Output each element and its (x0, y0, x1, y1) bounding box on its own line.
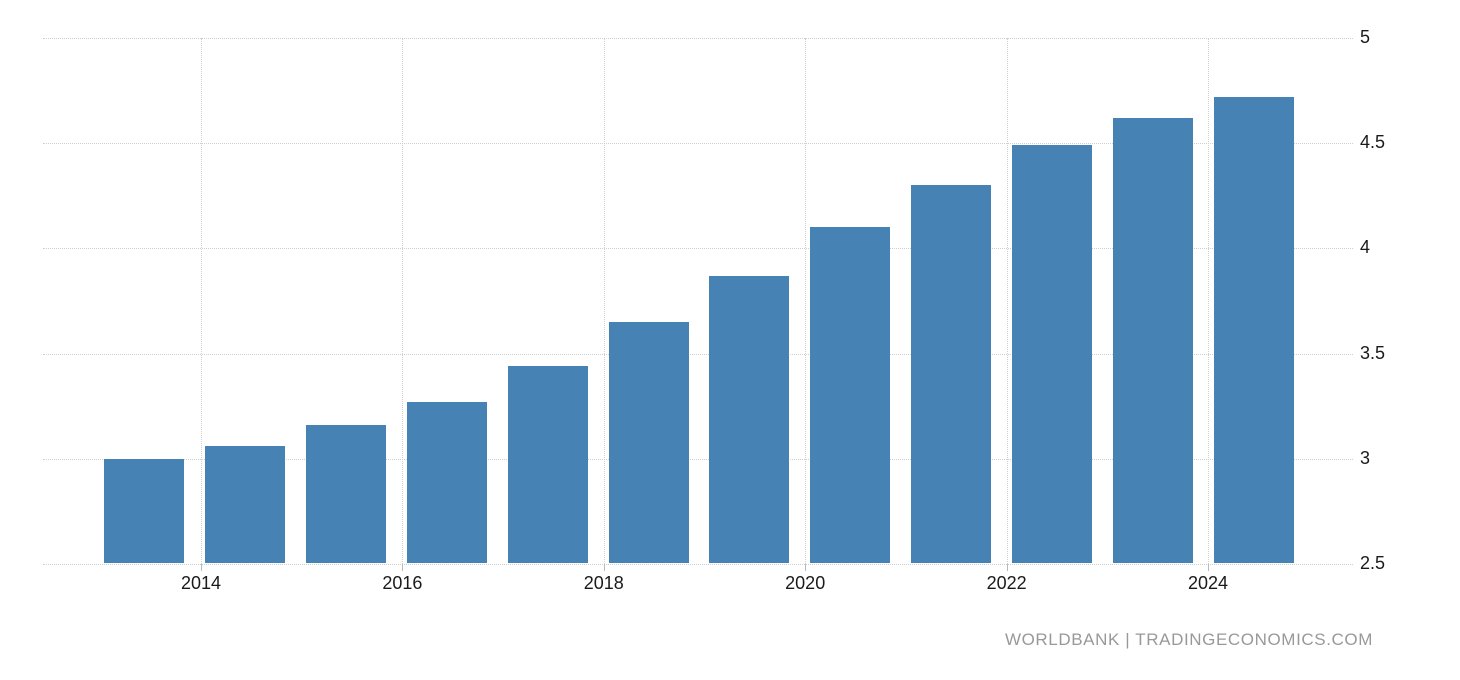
x-axis-tick-mark (402, 564, 404, 571)
gridline-y-3.5 (43, 353, 1353, 355)
x-axis-tick-label: 2014 (180, 573, 222, 593)
x-axis-tick-mark (1208, 564, 1209, 571)
bar-2015[interactable] (305, 425, 386, 563)
y-axis-tick-label: 5 (1360, 27, 1371, 47)
gridline-y-4 (43, 248, 1353, 250)
x-axis-tick-label: 2018 (583, 573, 624, 593)
gridline-x-2014 (201, 38, 202, 564)
gridline-y-2.5 (43, 564, 1353, 565)
x-axis-tick-label: 2024 (1187, 573, 1229, 593)
y-axis-tick-label: 2.5 (1360, 553, 1386, 573)
bar-2017[interactable] (507, 366, 588, 563)
y-axis-tick-label: 4 (1360, 237, 1371, 258)
bar-2020[interactable] (810, 227, 891, 563)
x-axis-tick-label: 2016 (382, 573, 423, 593)
gridline-x-2018 (603, 38, 605, 564)
x-axis-tick-label: 2020 (785, 573, 826, 593)
bar-2018[interactable] (608, 322, 689, 563)
bar-2023[interactable] (1113, 118, 1193, 563)
y-axis-tick-label: 4.5 (1360, 132, 1386, 153)
gridline-y-5 (43, 38, 1353, 39)
bar-2021[interactable] (911, 185, 992, 563)
x-axis-tick-mark (1006, 564, 1008, 571)
gridline-x-2024 (1208, 38, 1209, 564)
source-watermark: WORLDBANK | TRADINGECONOMICS.COM (1004, 630, 1373, 649)
gridline-x-2022 (1006, 38, 1008, 564)
bar-2016[interactable] (406, 402, 487, 563)
gridline-y-4.5 (43, 143, 1353, 145)
x-axis-tick-mark (201, 564, 202, 571)
bar-2014[interactable] (204, 446, 285, 563)
gridline-x-2020 (805, 38, 807, 564)
bar-2013[interactable] (104, 458, 184, 563)
gridline-y-3 (43, 458, 1353, 460)
y-axis-tick-label: 3 (1360, 447, 1371, 468)
gridline-x-2016 (402, 38, 404, 564)
bar-2024[interactable] (1213, 96, 1294, 563)
bar-2022[interactable] (1012, 145, 1093, 563)
x-axis-tick-mark (805, 564, 807, 571)
x-axis-tick-mark (603, 564, 605, 571)
x-axis-tick-label: 2022 (986, 573, 1027, 593)
bar-2019[interactable] (709, 275, 790, 563)
y-axis-tick-label: 3.5 (1360, 342, 1386, 363)
